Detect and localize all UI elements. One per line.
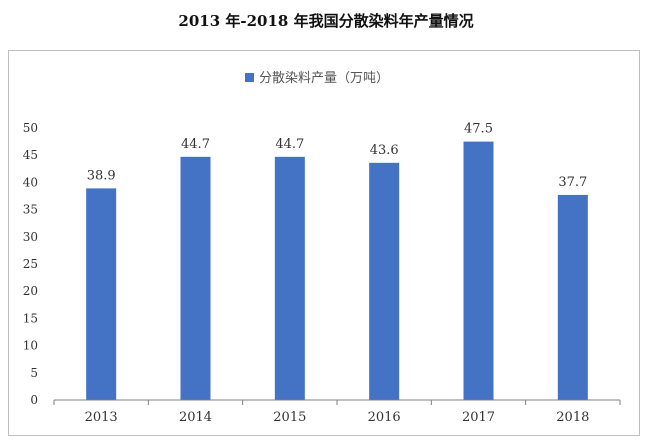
data-label: 47.5	[464, 122, 493, 137]
y-axis: 0 5 10 15 20 25 30 35 40 45 50	[23, 121, 38, 407]
y-tick-label: 45	[23, 148, 38, 162]
y-tick-label: 20	[23, 284, 38, 298]
x-axis: 2013 2014 2015 2016 2017 2018	[53, 399, 621, 425]
y-tick-label: 50	[23, 121, 38, 135]
x-tick-label: 2013	[85, 410, 118, 425]
bar	[463, 141, 494, 400]
bar	[557, 194, 588, 400]
bar	[369, 162, 400, 400]
x-tick-label: 2016	[368, 410, 401, 425]
x-tick-label: 2017	[462, 410, 495, 425]
legend-swatch	[245, 73, 254, 82]
data-label: 44.7	[181, 137, 210, 152]
x-tick-label: 2015	[273, 410, 306, 425]
data-label: 38.9	[87, 168, 116, 183]
data-label: 44.7	[275, 137, 304, 152]
bar	[180, 156, 211, 400]
data-labels: 38.9 44.7 44.7 43.6 47.5 37.7	[87, 122, 588, 190]
page-title: 2013 年-2018 年我国分散染料年产量情况	[178, 12, 474, 30]
chart-frame	[8, 50, 640, 436]
bar	[274, 156, 305, 400]
legend: 分散染料产量（万吨）	[245, 71, 389, 86]
bars	[86, 141, 588, 400]
legend-label: 分散染料产量（万吨）	[259, 71, 389, 86]
bar	[86, 188, 117, 400]
y-tick-label: 5	[30, 366, 38, 380]
y-tick-label: 35	[23, 203, 38, 217]
y-tick-label: 25	[23, 257, 38, 271]
y-tick-label: 40	[23, 175, 38, 189]
x-tick-label: 2014	[179, 410, 212, 425]
x-tick-label: 2018	[556, 410, 589, 425]
y-tick-label: 30	[23, 230, 38, 244]
y-tick-label: 15	[23, 311, 38, 325]
y-tick-label: 10	[23, 339, 38, 353]
data-label: 43.6	[370, 143, 399, 158]
y-tick-label: 0	[30, 393, 38, 407]
data-label: 37.7	[558, 175, 587, 190]
